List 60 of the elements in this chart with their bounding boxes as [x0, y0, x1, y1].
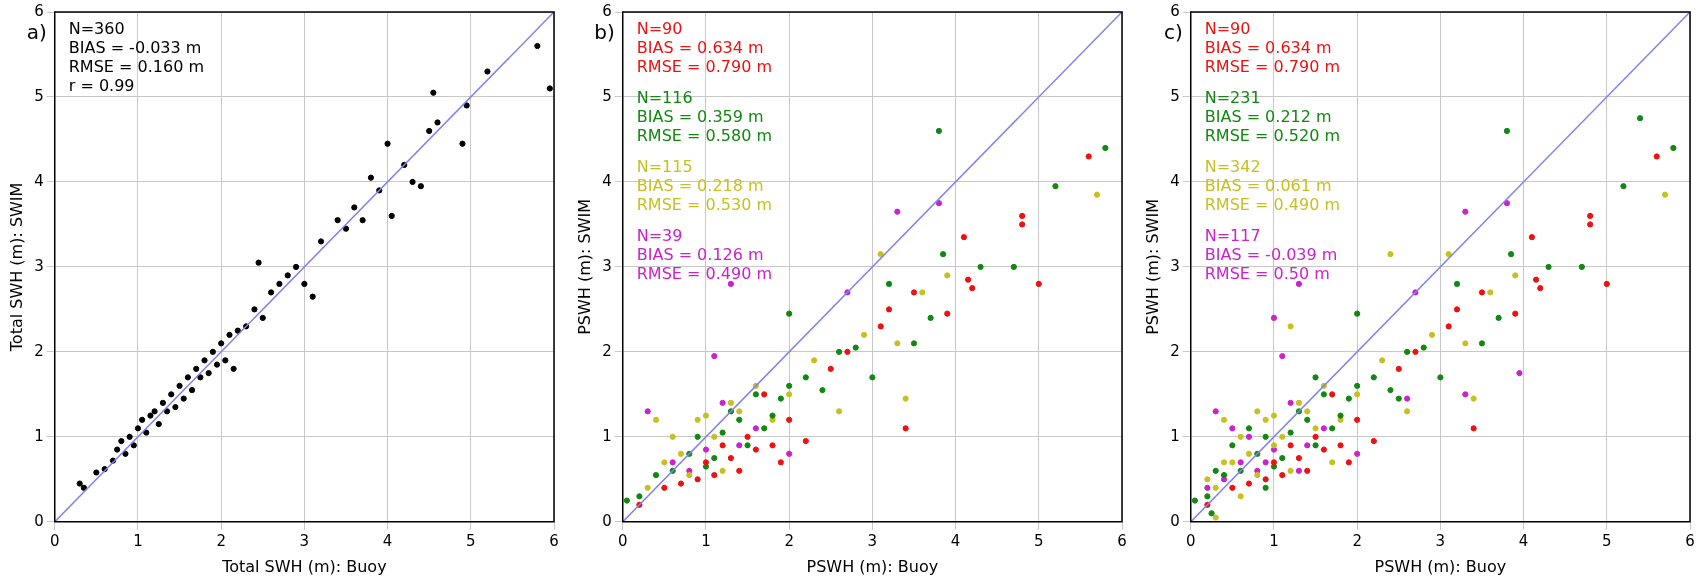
x-tick-label: 0 — [1185, 531, 1196, 550]
y-tick-label: 4 — [34, 171, 44, 190]
annotation: N=360 BIAS = -0.033 m RMSE = 0.160 m r = 0.99 — [68, 19, 204, 96]
annotation: N=117 BIAS = -0.039 m RMSE = 0.50 m — [1204, 226, 1338, 284]
x-axis-title: PSWH (m): Buoy — [1374, 556, 1507, 576]
x-tick-label: 1 — [1269, 531, 1279, 550]
x-tick-label: 2 — [216, 531, 226, 550]
y-tick-label: 0 — [34, 511, 44, 530]
x-tick-label: 2 — [1352, 531, 1362, 550]
y-tick-label: 0 — [602, 511, 612, 530]
x-tick-label: 4 — [950, 531, 961, 550]
x-tick-label: 5 — [1034, 531, 1044, 550]
y-tick-label: 2 — [34, 341, 44, 360]
y-tick-label: 5 — [1170, 86, 1180, 105]
text: a) — [26, 20, 47, 45]
x-tick-label: 5 — [466, 531, 476, 550]
y-tick-label: 0 — [1170, 511, 1180, 530]
x-tick-label: 0 — [49, 531, 60, 550]
y-tick-label: 2 — [1170, 341, 1180, 360]
y-tick-label: 2 — [602, 341, 612, 360]
x-axis-title: Total SWH (m): Buoy — [221, 556, 387, 576]
y-axis-title: PSWH (m): SWIM — [574, 199, 594, 335]
x-axis-title: PSWH (m): Buoy — [806, 556, 939, 576]
y-tick-label: 6 — [34, 1, 44, 20]
y-axis-title: PSWH (m): SWIM — [1142, 199, 1162, 335]
x-tick-label: 6 — [1685, 531, 1695, 550]
y-tick-label: 3 — [602, 256, 612, 275]
x-tick-label: 6 — [1117, 531, 1127, 550]
x-tick-label: 0 — [617, 531, 628, 550]
x-tick-label: 3 — [1435, 531, 1446, 550]
y-tick-label: 6 — [602, 1, 612, 20]
x-tick-label: 3 — [299, 531, 310, 550]
y-tick-label: 1 — [602, 426, 612, 445]
y-axis-title: Total SWH (m): SWIM — [6, 182, 26, 353]
annotation: N=231 BIAS = 0.212 m RMSE = 0.520 m — [1204, 88, 1340, 146]
y-tick-label: 5 — [602, 86, 612, 105]
x-tick-label: 5 — [1602, 531, 1612, 550]
y-tick-label: 4 — [602, 171, 612, 190]
annotation: N=115 BIAS = 0.218 m RMSE = 0.530 m — [636, 157, 772, 215]
y-tick-label: 3 — [34, 256, 44, 275]
text: c) — [1163, 20, 1183, 45]
x-tick-label: 3 — [867, 531, 878, 550]
annotation: N=116 BIAS = 0.359 m RMSE = 0.580 m — [636, 88, 772, 146]
annotation: N=39 BIAS = 0.126 m RMSE = 0.490 m — [636, 226, 772, 284]
y-tick-label: 6 — [1170, 1, 1180, 20]
x-tick-label: 4 — [382, 531, 393, 550]
x-tick-label: 1 — [701, 531, 711, 550]
annotation: N=90 BIAS = 0.634 m RMSE = 0.790 m — [636, 19, 772, 77]
x-tick-label: 2 — [784, 531, 794, 550]
text: b) — [594, 20, 615, 45]
y-tick-label: 1 — [1170, 426, 1180, 445]
y-tick-label: 3 — [1170, 256, 1180, 275]
x-tick-label: 1 — [133, 531, 143, 550]
y-tick-label: 1 — [34, 426, 44, 445]
x-tick-label: 4 — [1518, 531, 1529, 550]
x-tick-label: 6 — [549, 531, 559, 550]
y-tick-label: 4 — [1170, 171, 1180, 190]
annotation: N=90 BIAS = 0.634 m RMSE = 0.790 m — [1204, 19, 1340, 77]
annotation: N=342 BIAS = 0.061 m RMSE = 0.490 m — [1204, 157, 1340, 215]
y-tick-label: 5 — [34, 86, 44, 105]
